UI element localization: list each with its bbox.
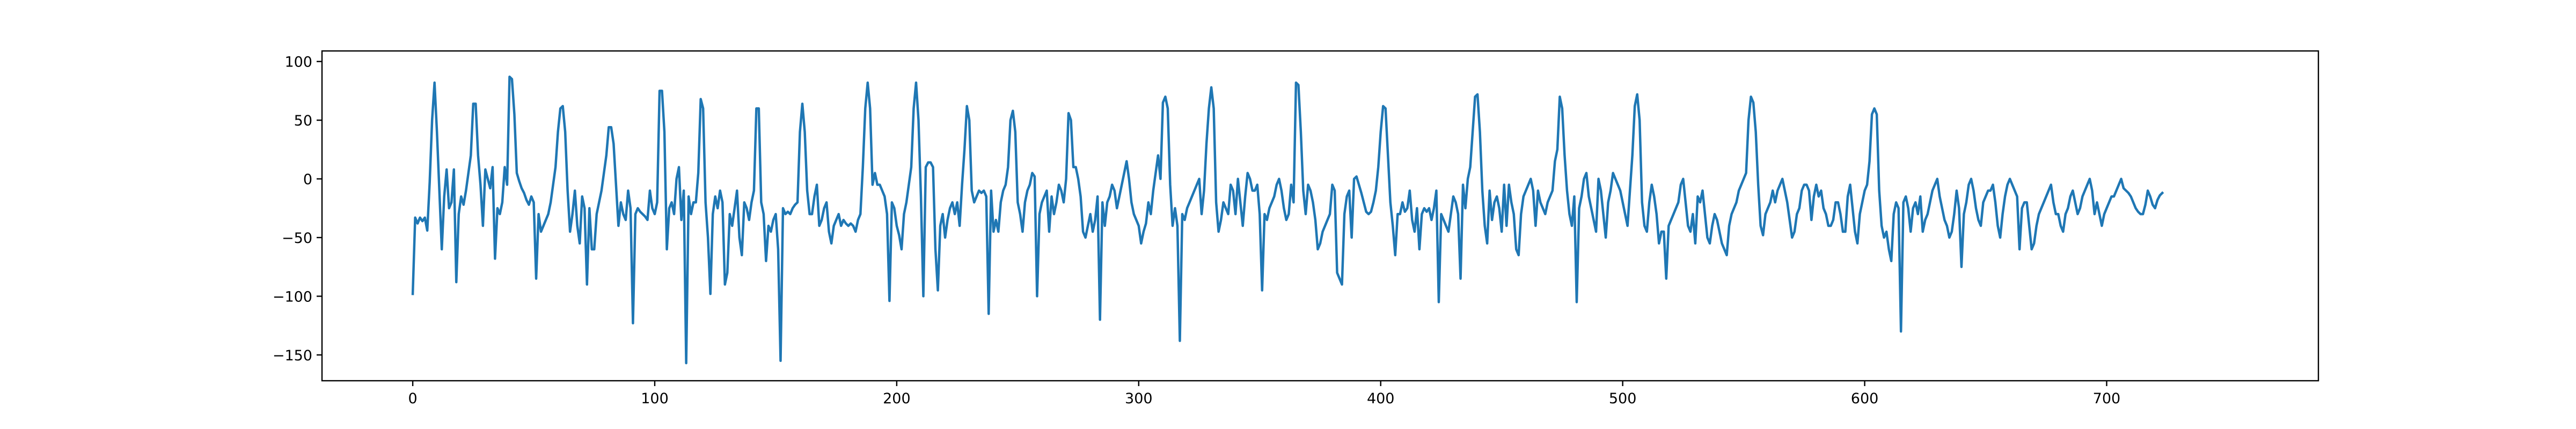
- x-tick-label: 400: [1367, 390, 1395, 407]
- y-tick-label: 100: [284, 54, 312, 71]
- x-tick-label: 200: [883, 390, 911, 407]
- series-line-0: [411, 75, 2164, 365]
- x-tick-label: 600: [1851, 390, 1879, 407]
- series-layer: [411, 75, 2164, 365]
- axes: 0 100 200 300 400 500 600 700 −150 −100 −50 0 50 100: [273, 50, 2319, 407]
- y-tick-label: −150: [273, 347, 312, 364]
- x-tick-label: 500: [1609, 390, 1637, 407]
- y-tick-label: 0: [303, 172, 312, 188]
- x-tick-label: 100: [641, 390, 669, 407]
- y-tick-label: −50: [282, 230, 312, 247]
- x-tick-label: 300: [1125, 390, 1153, 407]
- x-tick-label: 700: [2093, 390, 2121, 407]
- x-tick-label: 0: [408, 390, 417, 407]
- axes-frame: [321, 50, 2319, 382]
- y-tick-label: 50: [294, 113, 312, 129]
- y-tick-label: −100: [273, 289, 312, 305]
